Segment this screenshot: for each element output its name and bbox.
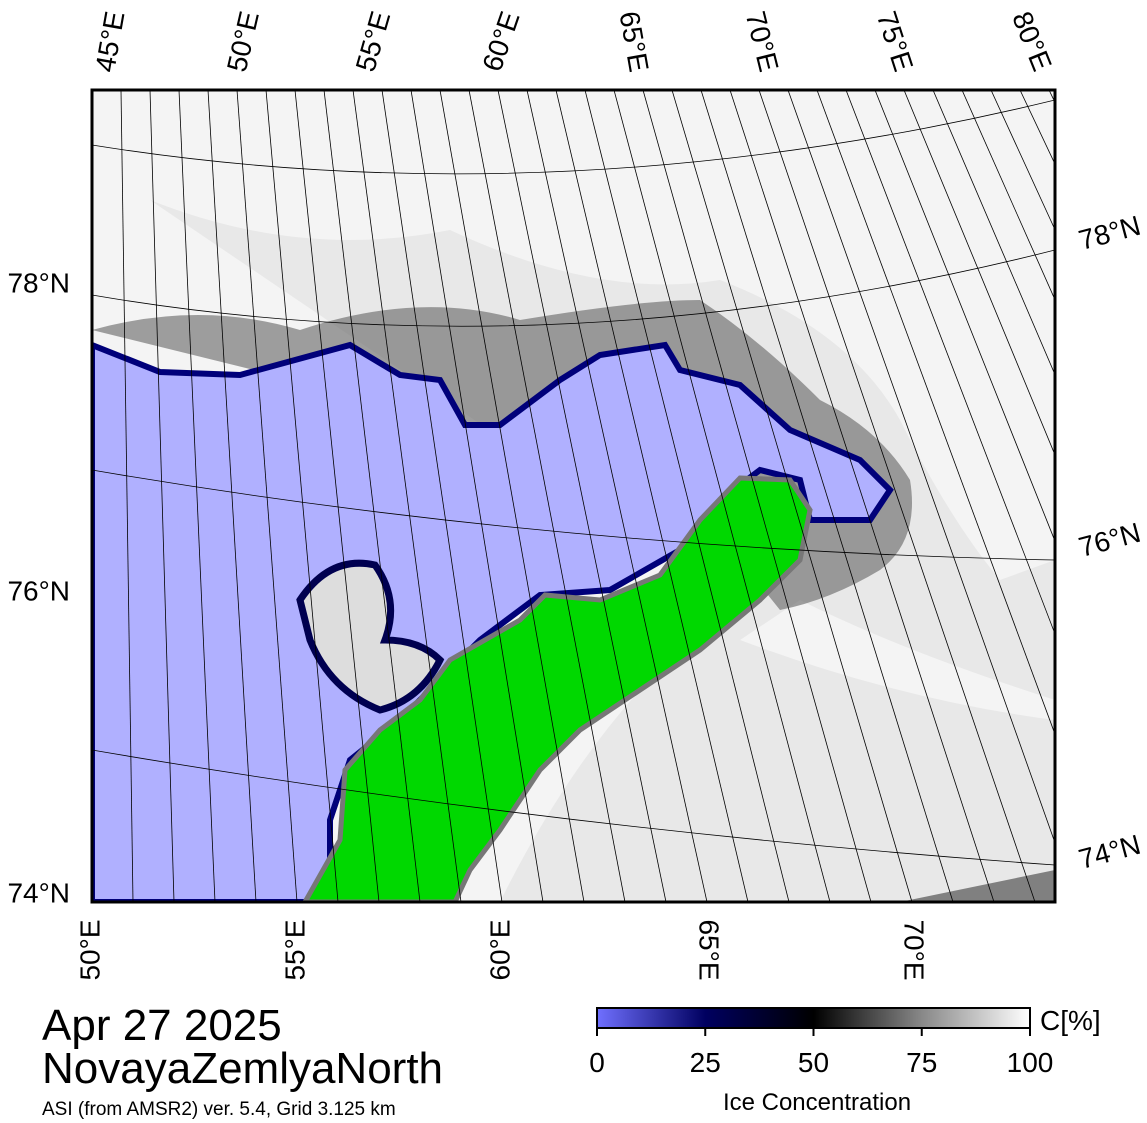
lon-line	[294, 90, 380, 902]
lon-label: 70°E	[899, 919, 930, 980]
lon-line	[526, 90, 708, 902]
colorbar-tick-label: 0	[589, 1047, 605, 1078]
map-area	[92, 90, 1055, 902]
lat-line	[92, 749, 1055, 866]
lon-label: 55°E	[350, 8, 397, 75]
lat-label: 74°N	[7, 877, 70, 908]
lon-line	[729, 90, 995, 902]
lon-label: 70°E	[740, 8, 785, 75]
graticule	[92, 90, 1055, 902]
lon-label: 55°E	[279, 919, 310, 980]
lat-label: 78°N	[1075, 210, 1143, 256]
colorbar-unit: C[%]	[1040, 1005, 1101, 1036]
lon-line	[903, 90, 1055, 456]
lon-line	[468, 90, 626, 902]
lat-line	[92, 469, 1055, 561]
lon-line	[700, 90, 954, 902]
lon-line	[149, 90, 175, 902]
lon-line	[787, 90, 1055, 844]
lon-label: 80°E	[1006, 7, 1058, 75]
lon-label: 60°E	[484, 919, 515, 980]
lon-line	[555, 90, 749, 902]
lon-line	[845, 90, 1055, 636]
land-mask	[900, 870, 1055, 902]
lon-line	[758, 90, 1036, 902]
lon-line	[381, 90, 503, 902]
colorbar-tick-label: 25	[690, 1047, 721, 1078]
lon-line	[932, 90, 1055, 376]
lon-label: 45°E	[89, 9, 130, 74]
lon-line	[120, 90, 134, 902]
lon-line	[584, 90, 790, 902]
lon-line	[816, 90, 1055, 736]
land	[302, 475, 813, 902]
map-frame	[90, 88, 1057, 904]
lon-line	[497, 90, 667, 902]
lon-label: 65°E	[614, 9, 655, 74]
lon-label: 65°E	[694, 919, 725, 980]
lon-line	[352, 90, 462, 902]
lat-label: 76°N	[7, 575, 70, 606]
lon-line	[642, 90, 872, 902]
colorbar-title: Ice Concentration	[723, 1089, 911, 1116]
ice-texture	[150, 200, 1055, 902]
lat-label: 74°N	[1075, 829, 1143, 875]
colorbar-tick-label: 100	[1007, 1047, 1054, 1078]
lon-line	[874, 90, 1055, 543]
lon-line	[990, 90, 1055, 231]
colorbar-tick-label: 50	[798, 1047, 829, 1078]
lon-line	[410, 90, 544, 902]
lat-label: 76°N	[1075, 517, 1143, 563]
lat-label: 78°N	[7, 267, 70, 298]
date: Apr 27 2025	[42, 1001, 282, 1050]
lon-label: 75°E	[871, 8, 919, 76]
lon-label: 60°E	[476, 7, 525, 75]
region: NovayaZemlyaNorth	[42, 1044, 443, 1093]
lon-line	[265, 90, 339, 902]
colorbar	[596, 1007, 1031, 1029]
lon-line	[178, 90, 216, 902]
colorbar-tick-label: 75	[906, 1047, 937, 1078]
lon-line	[439, 90, 585, 902]
lon-label: 50°E	[74, 919, 105, 980]
source: ASI (from AMSR2) ver. 5.4, Grid 3.125 km	[42, 1099, 396, 1120]
lat-line	[92, 99, 1055, 175]
lon-line	[236, 90, 298, 902]
lon-line	[613, 90, 831, 902]
lon-line	[961, 90, 1055, 301]
lon-line	[671, 90, 913, 902]
lon-line	[323, 90, 421, 902]
lon-label: 50°E	[221, 8, 265, 74]
ice-island	[296, 559, 445, 714]
lat-line	[92, 249, 1055, 327]
lon-line	[207, 90, 257, 902]
